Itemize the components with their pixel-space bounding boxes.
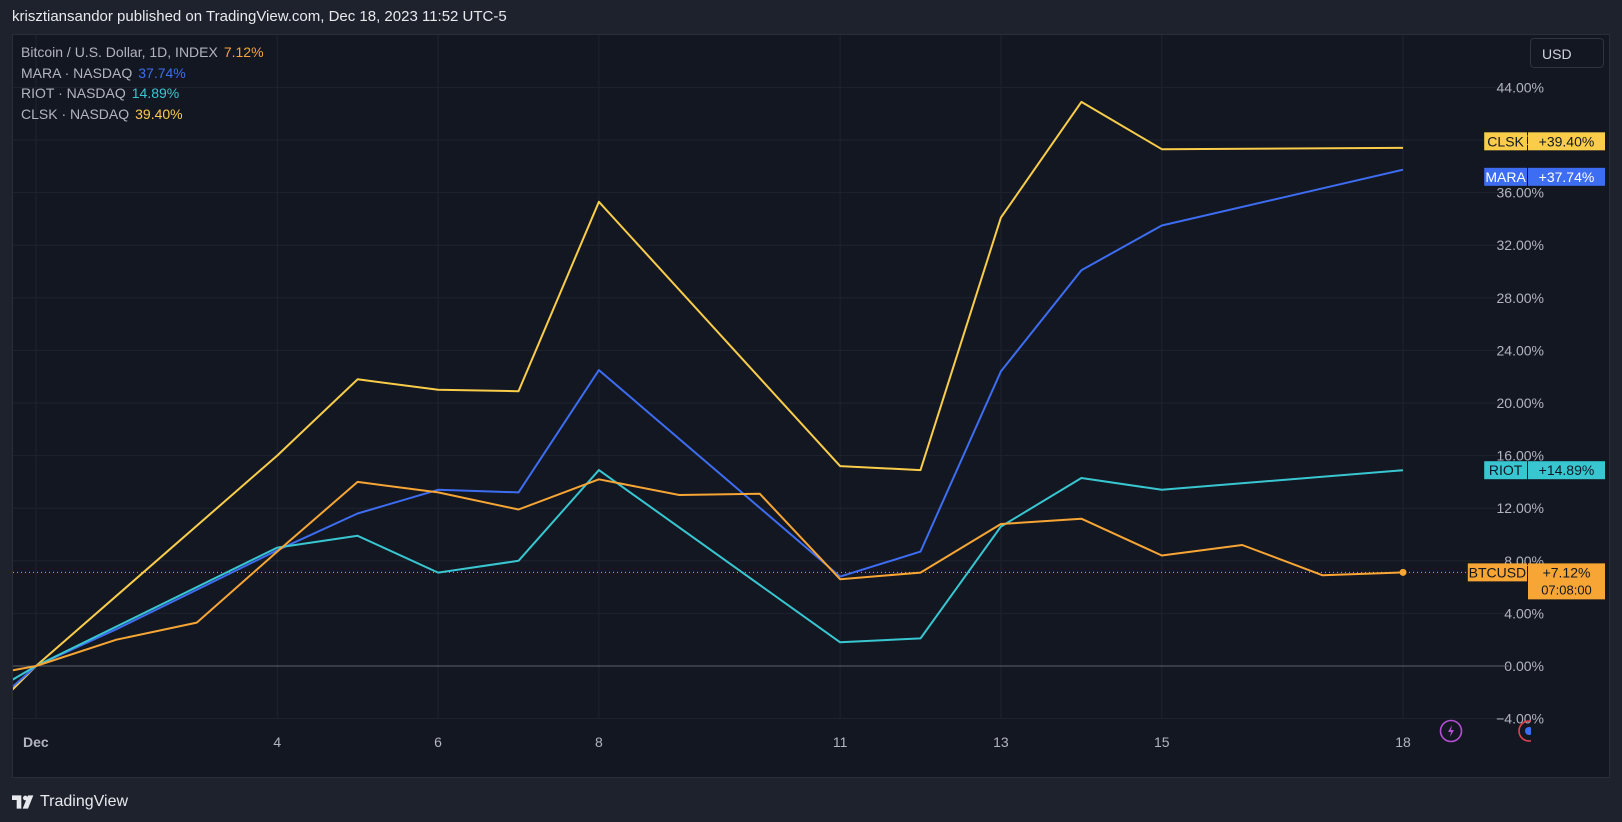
chart-svg[interactable]: 44.00% 4 0.00% 36.00% 32.00% 28.00% 24.00% 20.0… — [13, 35, 1611, 779]
y-tick-label: 16.00% — [1497, 448, 1544, 464]
tag-value-mara: +37.74% — [1539, 169, 1595, 185]
tag-name-bg — [1484, 461, 1527, 480]
y-tick-label: 32.00% — [1497, 237, 1544, 253]
currency-selector[interactable]: USD — [1530, 38, 1604, 68]
tag-name-bg — [1484, 167, 1527, 186]
x-tick-label: 15 — [1154, 734, 1170, 750]
x-tick-label: 4 — [273, 734, 281, 750]
y-tick-label: 44.00% — [1497, 79, 1544, 95]
tag-name-bg — [1484, 132, 1527, 151]
publication-header: krisztiansandor published on TradingView… — [12, 8, 507, 25]
tag-time-btcusd: 07:08:00 — [1541, 582, 1592, 597]
legend-row-mara[interactable]: MARA · NASDAQ 37.74% — [21, 63, 264, 84]
legend-row-btc[interactable]: Bitcoin / U.S. Dollar, 1D, INDEX 7.12% — [21, 42, 264, 63]
tag-value-bg — [1528, 563, 1605, 600]
event-marker-icon[interactable] — [1517, 719, 1531, 743]
y-tick-label: 28.00% — [1497, 290, 1544, 306]
series-line-btcusd — [13, 478, 1404, 672]
legend-value: 14.89% — [131, 85, 180, 101]
tag-name-btcusd: BTCUSD — [1469, 564, 1527, 580]
tag-name-mara: MARA — [1485, 169, 1526, 185]
legend-row-riot[interactable]: RIOT · NASDAQ 14.89% — [21, 83, 264, 104]
legend-name: Bitcoin / U.S. Dollar, 1D, INDEX — [21, 44, 218, 60]
series-line-clsk — [13, 100, 1404, 691]
legend-value: 7.12% — [223, 44, 264, 60]
y-tick-label: 4.00% — [1504, 605, 1544, 621]
x-tick-label: 18 — [1395, 734, 1411, 750]
tradingview-logo-icon — [12, 795, 34, 809]
tag-name-bg — [1467, 563, 1527, 582]
tag-value-bg — [1528, 167, 1605, 186]
tag-name-riot: RIOT — [1489, 462, 1523, 478]
x-tick-label: Dec — [23, 734, 49, 750]
y-tick-label: 20.00% — [1497, 395, 1544, 411]
x-tick-label: 6 — [434, 734, 442, 750]
legend-name: MARA · NASDAQ — [21, 64, 133, 81]
x-tick-label: 8 — [595, 734, 603, 750]
tag-value-clsk: +39.40% — [1539, 133, 1595, 149]
series-line-riot — [13, 469, 1404, 681]
y-tick-label: −4.00% — [1496, 711, 1544, 727]
y-tick-label: 36.00% — [1497, 185, 1544, 201]
legend: Bitcoin / U.S. Dollar, 1D, INDEX 7.12% MA… — [21, 42, 264, 124]
legend-value: 39.40% — [135, 105, 183, 122]
series-line-mara — [13, 168, 1404, 688]
btc-last-point — [1399, 568, 1407, 576]
tag-value-btcusd: +7.12% — [1543, 564, 1591, 580]
legend-value: 37.74% — [138, 64, 186, 81]
tag-name-clsk: CLSK — [1487, 133, 1524, 149]
chart-area[interactable]: 44.00% 4 0.00% 36.00% 32.00% 28.00% 24.00% 20.0… — [12, 34, 1610, 778]
legend-name: RIOT · NASDAQ — [21, 85, 126, 101]
x-tick-label: 13 — [993, 734, 1009, 750]
y-tick-label: 24.00% — [1497, 342, 1544, 358]
brand-name: TradingView — [40, 793, 129, 810]
legend-row-clsk[interactable]: CLSK · NASDAQ 39.40% — [21, 104, 264, 125]
tag-value-bg — [1528, 132, 1605, 151]
legend-name: CLSK · NASDAQ — [21, 105, 130, 122]
lightning-event-icon[interactable] — [1439, 719, 1463, 743]
x-tick-label: 11 — [833, 734, 848, 750]
tag-value-bg — [1528, 461, 1605, 480]
footer: TradingView — [12, 792, 128, 812]
y-tick-label: 0.00% — [1504, 658, 1544, 674]
tag-value-riot: +14.89% — [1539, 462, 1595, 478]
y-tick-label: 12.00% — [1497, 500, 1544, 516]
